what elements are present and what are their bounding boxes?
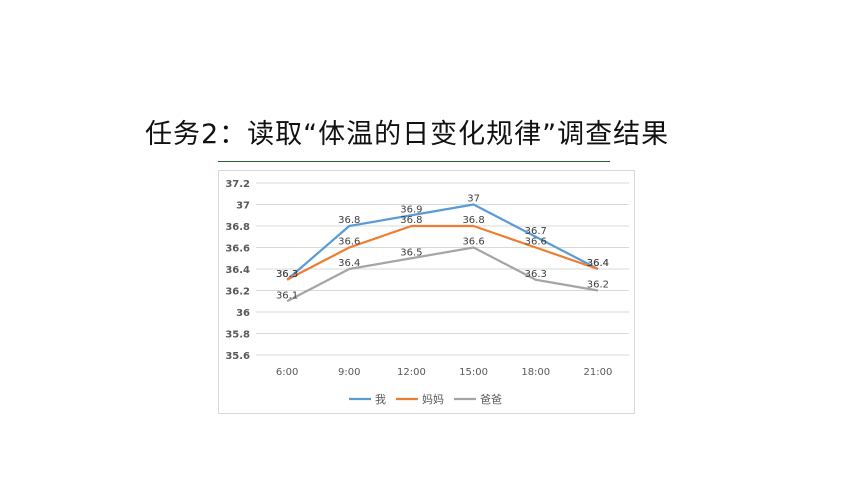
data-label: 37 bbox=[467, 194, 480, 205]
y-tick-label: 36 bbox=[236, 308, 250, 319]
series-line-2 bbox=[286, 246, 599, 303]
x-tick-label: 12:00 bbox=[397, 367, 426, 378]
title-divider bbox=[218, 161, 610, 162]
x-tick-label: 21:00 bbox=[584, 367, 613, 378]
data-label: 36.6 bbox=[525, 237, 547, 248]
y-tick-label: 35.6 bbox=[225, 351, 250, 362]
temperature-line-chart: 35.6 35.8 36 36.2 36.4 36.6 36.8 37 37.2 6:00 9:0… bbox=[225, 179, 629, 406]
legend-label: 爸爸 bbox=[480, 393, 502, 406]
data-label: 36.8 bbox=[462, 215, 484, 226]
series-line-0 bbox=[286, 203, 599, 281]
data-label: 36.5 bbox=[400, 247, 422, 258]
y-tick-label: 37 bbox=[236, 201, 250, 212]
chart-frame: 35.6 35.8 36 36.2 36.4 36.6 36.8 37 37.2 6:00 9:0… bbox=[218, 170, 635, 414]
x-tick-label: 9:00 bbox=[338, 367, 360, 378]
data-label: 36.2 bbox=[587, 280, 609, 291]
data-label: 36.1 bbox=[276, 290, 298, 301]
x-tick-label: 18:00 bbox=[521, 367, 550, 378]
data-label: 36.8 bbox=[338, 215, 360, 226]
data-label: 36.8 bbox=[400, 215, 422, 226]
data-label: 36.9 bbox=[400, 204, 422, 215]
y-tick-label: 36.2 bbox=[225, 287, 250, 298]
grid-lines bbox=[256, 182, 629, 356]
data-label: 36.3 bbox=[276, 269, 298, 280]
data-label: 36.4 bbox=[587, 258, 609, 269]
data-label: 36.7 bbox=[525, 226, 547, 237]
x-tick-label: 6:00 bbox=[276, 367, 298, 378]
series-line-1 bbox=[286, 224, 599, 281]
data-label: 36.3 bbox=[276, 269, 298, 280]
data-label: 36.6 bbox=[462, 237, 484, 248]
legend-label: 妈妈 bbox=[422, 392, 444, 406]
data-label: 36.6 bbox=[338, 237, 360, 248]
y-tick-label: 35.8 bbox=[225, 330, 250, 341]
y-tick-label: 36.6 bbox=[225, 244, 250, 255]
y-axis: 35.6 35.8 36 36.2 36.4 36.6 36.8 37 37.2 bbox=[225, 179, 250, 362]
legend-label: 我 bbox=[375, 393, 386, 406]
x-tick-label: 15:00 bbox=[459, 367, 488, 378]
series-lines bbox=[286, 203, 599, 303]
x-axis: 6:00 9:00 12:00 15:00 18:00 21:00 bbox=[276, 367, 612, 378]
legend: 我 妈妈 爸爸 bbox=[349, 392, 502, 406]
data-label: 36.4 bbox=[338, 258, 360, 269]
data-label: 36.3 bbox=[525, 269, 547, 280]
y-tick-label: 36.4 bbox=[225, 265, 250, 276]
y-tick-label: 37.2 bbox=[225, 179, 250, 190]
data-label: 36.4 bbox=[587, 258, 609, 269]
page-title: 任务2：读取“体温的日变化规律”调查结果 bbox=[145, 119, 670, 150]
y-tick-label: 36.8 bbox=[225, 222, 250, 233]
